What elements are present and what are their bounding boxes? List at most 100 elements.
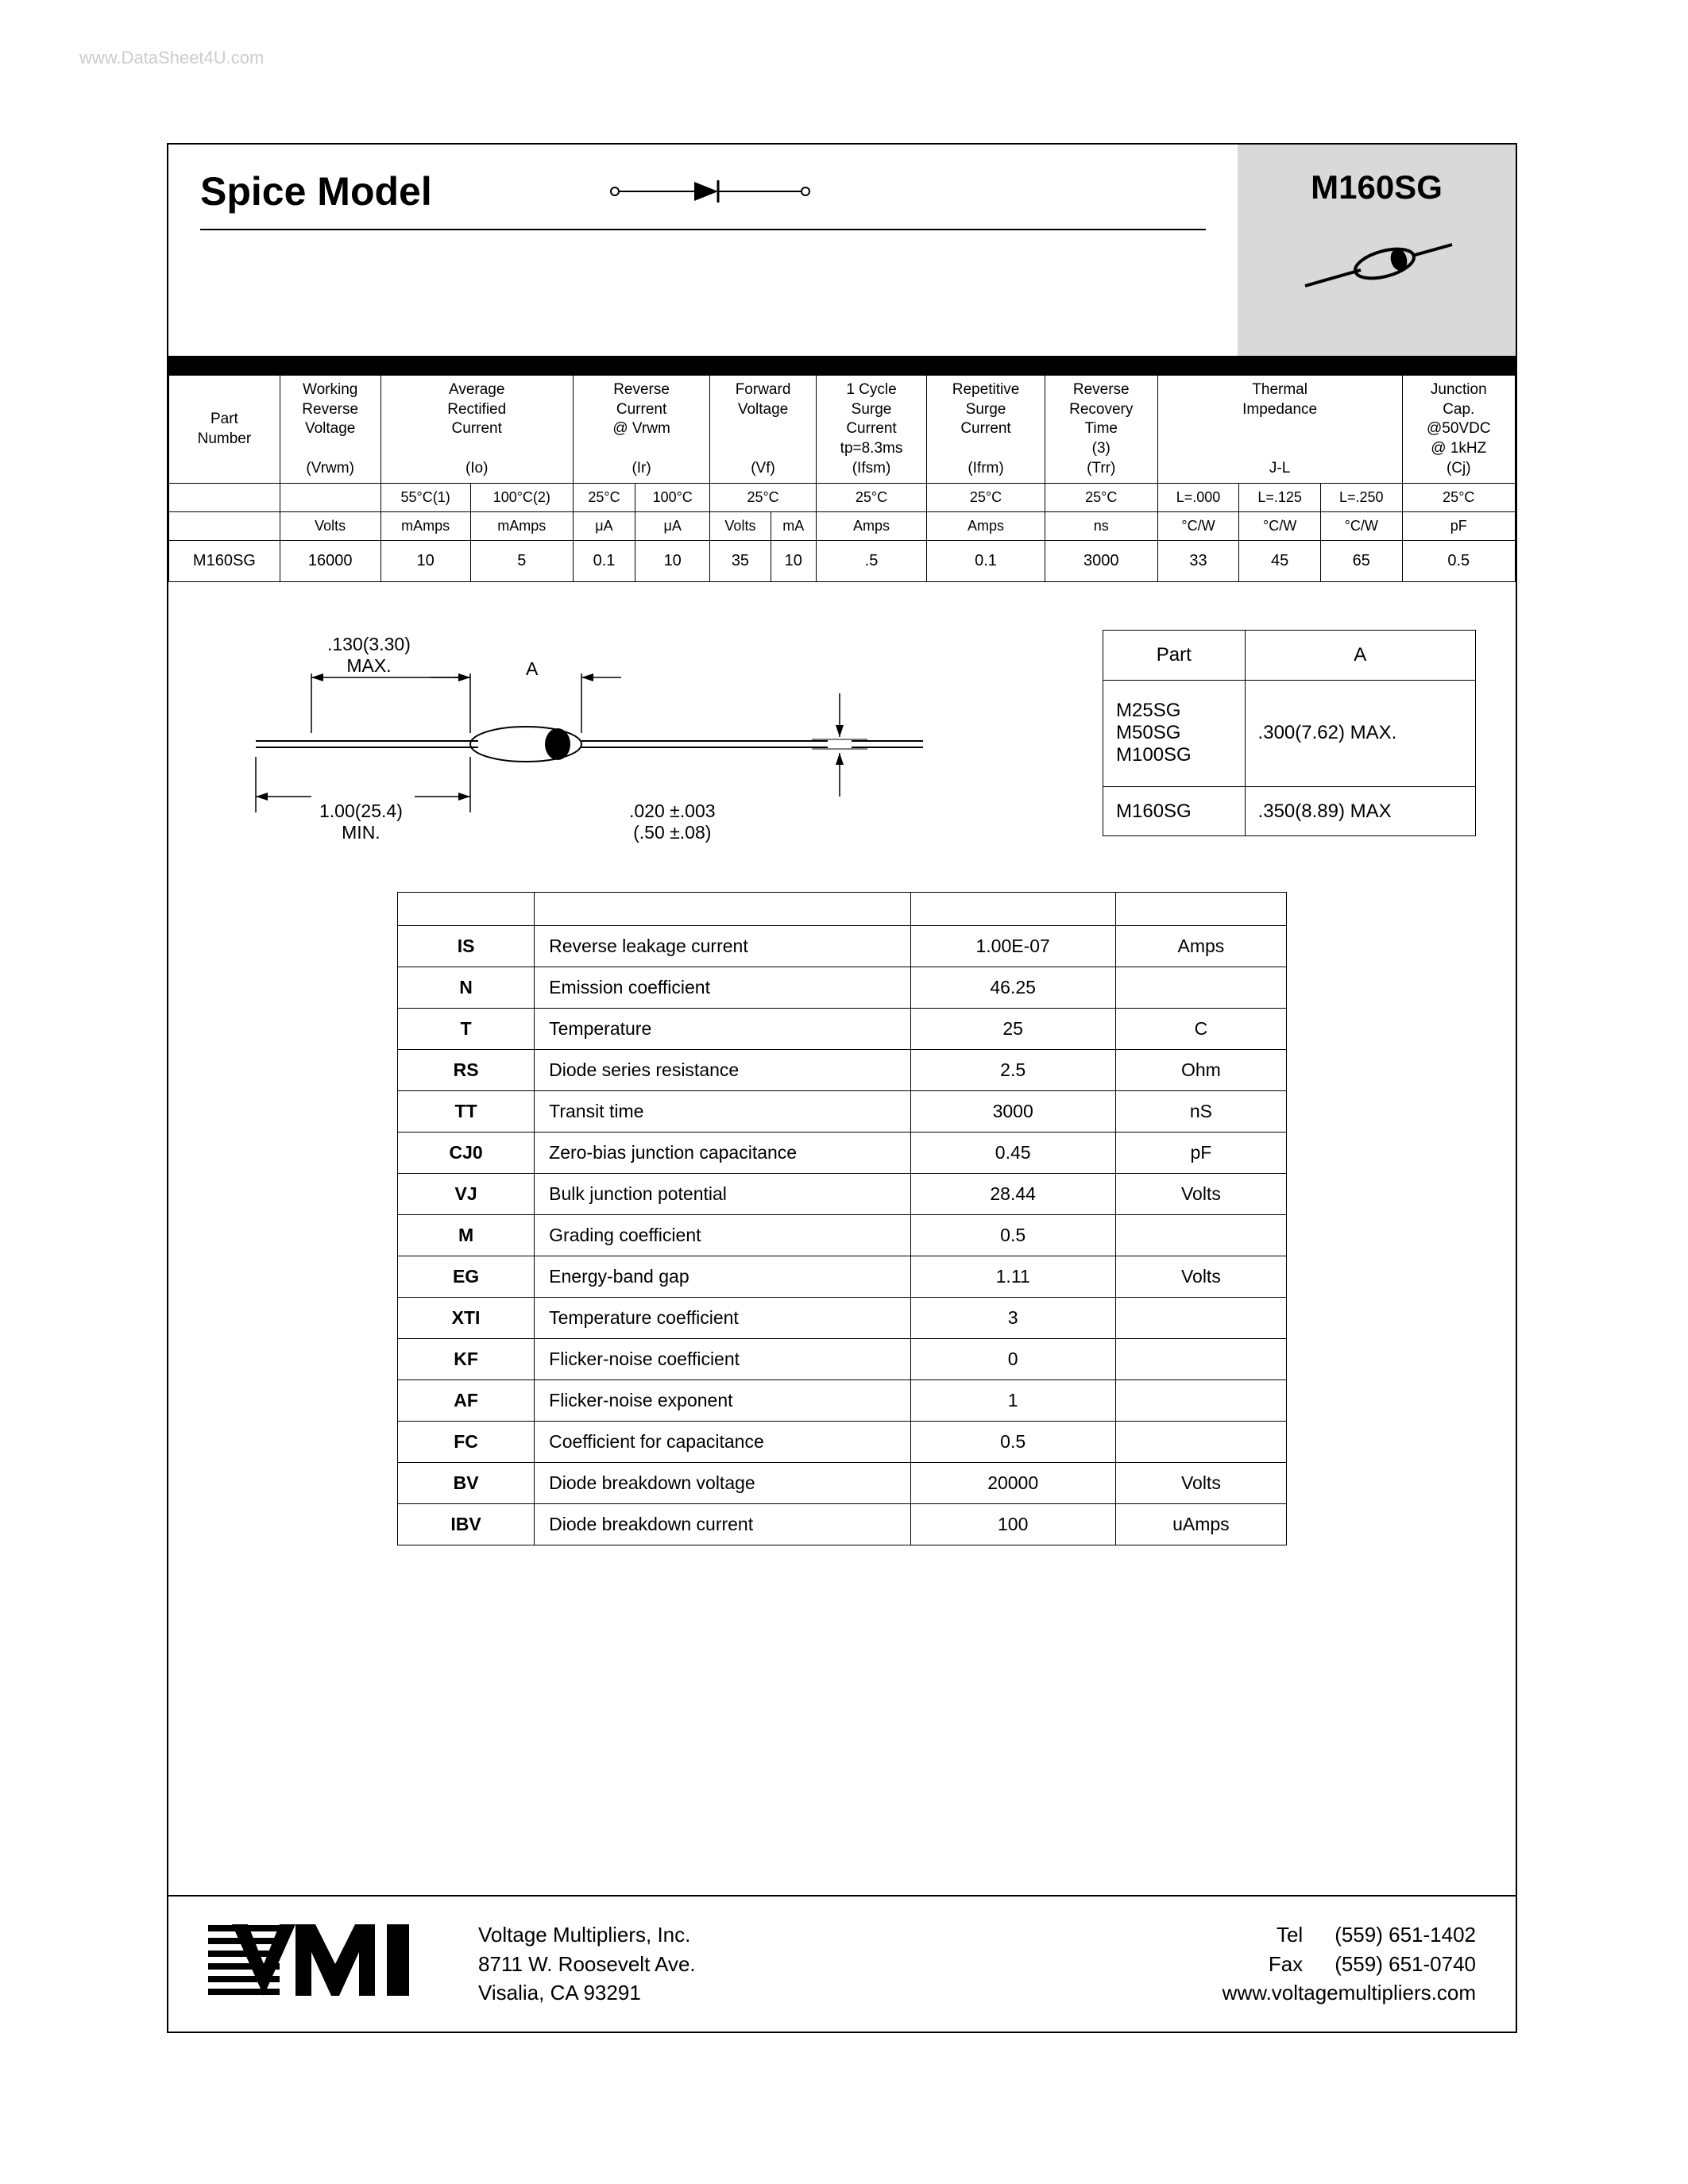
footer: Voltage Multipliers, Inc. 8711 W. Roosev… xyxy=(168,1895,1516,2032)
spec-sub-row: 55°C(1)100°C(2)25°C100°C25°C25°C25°C25°C… xyxy=(169,484,1516,512)
spec-header-cell: Reverse Current @ Vrwm (Ir) xyxy=(573,376,709,484)
spice-cell-sym: FC xyxy=(398,1422,535,1463)
spec-sub-cell: 25°C xyxy=(1045,484,1157,512)
diode-schematic-icon xyxy=(607,176,813,207)
spice-cell-unit xyxy=(1115,1215,1286,1256)
spice-row: BVDiode breakdown voltage20000Volts xyxy=(398,1463,1287,1504)
spec-sub-cell: 25°C xyxy=(573,484,635,512)
dim-val: .300(7.62) MAX. xyxy=(1245,680,1475,786)
website: www.voltagemultipliers.com xyxy=(1223,1978,1476,2007)
spec-value-row: M160SG160001050.1103510.50.130003345650.… xyxy=(169,541,1516,582)
spice-cell-sym: XTI xyxy=(398,1298,535,1339)
spec-unit-cell: Volts xyxy=(280,512,380,541)
spice-cell-unit: Ohm xyxy=(1115,1050,1286,1091)
spice-cell-desc: Reverse leakage current xyxy=(535,926,910,967)
spice-row: TTTransit time3000nS xyxy=(398,1091,1287,1133)
spice-cell-desc: Temperature coefficient xyxy=(535,1298,910,1339)
spec-unit-cell: mAmps xyxy=(380,512,470,541)
spice-cell-sym: RS xyxy=(398,1050,535,1091)
spec-value-cell: 16000 xyxy=(280,541,380,582)
spice-cell-unit: pF xyxy=(1115,1133,1286,1174)
dim-header-row: Part A xyxy=(1103,631,1476,681)
dim-label-2: 1.00(25.4) MIN. xyxy=(319,801,403,843)
spice-cell-val: 0.5 xyxy=(910,1422,1115,1463)
spice-cell-unit: Volts xyxy=(1115,1463,1286,1504)
specifications-table: Part NumberWorking Reverse Voltage (Vrwm… xyxy=(168,375,1516,582)
address-line-2: Visalia, CA 93291 xyxy=(478,1978,696,2007)
spice-cell-val: 1.00E-07 xyxy=(910,926,1115,967)
spec-unit-cell: °C/W xyxy=(1239,512,1321,541)
spice-cell-unit: Amps xyxy=(1115,926,1286,967)
spice-cell-desc: Flicker-noise exponent xyxy=(535,1380,910,1422)
spec-unit-cell: μA xyxy=(573,512,635,541)
part-code: M160SG xyxy=(1311,168,1443,206)
spice-row: NEmission coefficient46.25 xyxy=(398,967,1287,1009)
spice-cell-val: 2.5 xyxy=(910,1050,1115,1091)
spec-header-cell: Forward Voltage (Vf) xyxy=(710,376,817,484)
spice-cell-val: 3 xyxy=(910,1298,1115,1339)
spec-sub-cell: 25°C xyxy=(816,484,926,512)
spice-row: IBVDiode breakdown current100uAmps xyxy=(398,1504,1287,1545)
spec-value-cell: 3000 xyxy=(1045,541,1157,582)
dimension-table: Part A M25SG M50SG M100SG .300(7.62) MAX… xyxy=(1103,630,1476,836)
spec-sub-cell: 100°C(2) xyxy=(470,484,573,512)
spice-row: EGEnergy-band gap1.11Volts xyxy=(398,1256,1287,1298)
spec-value-cell: 0.1 xyxy=(927,541,1045,582)
spec-header-cell: Thermal Impedance J-L xyxy=(1157,376,1402,484)
spice-row: ISReverse leakage current1.00E-07Amps xyxy=(398,926,1287,967)
spec-unit-cell: μA xyxy=(635,512,710,541)
spec-unit-cell: mAmps xyxy=(470,512,573,541)
spice-cell-sym: TT xyxy=(398,1091,535,1133)
spec-value-cell: 65 xyxy=(1320,541,1402,582)
spice-cell-sym: IS xyxy=(398,926,535,967)
spice-cell-sym: KF xyxy=(398,1339,535,1380)
dim-parts: M160SG xyxy=(1103,786,1246,836)
header: Spice Model M160SG xyxy=(168,145,1516,375)
spec-sub-cell: 25°C xyxy=(1402,484,1515,512)
dim-val: .350(8.89) MAX xyxy=(1245,786,1475,836)
spec-value-cell: 0.5 xyxy=(1402,541,1515,582)
page-title: Spice Model xyxy=(200,168,432,214)
spice-cell-unit: C xyxy=(1115,1009,1286,1050)
dim-label-1: .130(3.30) MAX. xyxy=(327,634,411,677)
spec-value-cell: 35 xyxy=(710,541,771,582)
spice-row: AFFlicker-noise exponent1 xyxy=(398,1380,1287,1422)
dim-parts: M25SG M50SG M100SG xyxy=(1103,680,1246,786)
spec-sub-cell xyxy=(280,484,380,512)
spec-units-row: VoltsmAmpsmAmpsμAμAVoltsmAAmpsAmpsns°C/W… xyxy=(169,512,1516,541)
spice-cell-desc: Diode breakdown current xyxy=(535,1504,910,1545)
vmi-logo-icon xyxy=(208,1920,431,2008)
spice-cell-unit xyxy=(1115,1298,1286,1339)
spec-value-cell: 0.1 xyxy=(573,541,635,582)
diode-package-icon xyxy=(1297,238,1456,302)
spice-cell-unit xyxy=(1115,1380,1286,1422)
spec-value-cell: M160SG xyxy=(169,541,280,582)
spice-cell-desc: Diode breakdown voltage xyxy=(535,1463,910,1504)
spec-unit-cell: Amps xyxy=(816,512,926,541)
spice-row: FCCoefficient for capacitance0.5 xyxy=(398,1422,1287,1463)
spec-value-cell: .5 xyxy=(816,541,926,582)
spice-cell-val: 3000 xyxy=(910,1091,1115,1133)
mid-section: .130(3.30) MAX. A 1.00(25.4) MIN. .020 ±… xyxy=(168,582,1516,860)
spec-value-cell: 5 xyxy=(470,541,573,582)
spec-header-cell: Part Number xyxy=(169,376,280,484)
spice-cell-sym: M xyxy=(398,1215,535,1256)
spice-cell-val: 28.44 xyxy=(910,1174,1115,1215)
spec-sub-cell: 25°C xyxy=(927,484,1045,512)
spice-cell-desc: Emission coefficient xyxy=(535,967,910,1009)
spice-cell-sym: T xyxy=(398,1009,535,1050)
spice-parameters-table: ISReverse leakage current1.00E-07AmpsNEm… xyxy=(397,892,1287,1545)
spice-cell-sym: VJ xyxy=(398,1174,535,1215)
spec-unit-cell: Amps xyxy=(927,512,1045,541)
spice-cell-sym: AF xyxy=(398,1380,535,1422)
spice-row: KFFlicker-noise coefficient0 xyxy=(398,1339,1287,1380)
spice-cell-val: 0.45 xyxy=(910,1133,1115,1174)
spice-cell-sym: BV xyxy=(398,1463,535,1504)
watermark-text: www.DataSheet4U.com xyxy=(79,48,264,68)
dim-col-part: Part xyxy=(1103,631,1246,681)
dim-row: M25SG M50SG M100SG .300(7.62) MAX. xyxy=(1103,680,1476,786)
spec-header-row: Part NumberWorking Reverse Voltage (Vrwm… xyxy=(169,376,1516,484)
spice-row: VJBulk junction potential28.44Volts xyxy=(398,1174,1287,1215)
spec-unit-cell xyxy=(169,512,280,541)
spice-cell-val: 0.5 xyxy=(910,1215,1115,1256)
